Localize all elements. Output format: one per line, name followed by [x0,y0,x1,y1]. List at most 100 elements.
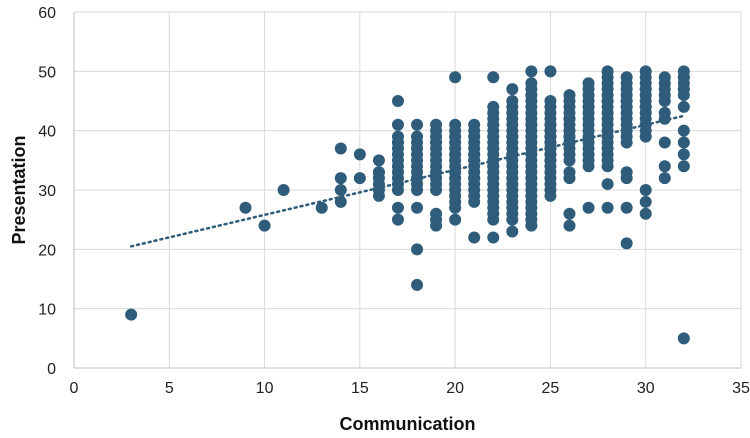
data-point [658,172,671,185]
data-point [639,195,652,208]
data-point [677,124,690,137]
x-axis-title: Communication [339,414,475,434]
data-point [449,201,462,214]
x-tick-label: 0 [70,380,79,397]
data-point [658,95,671,107]
x-tick-labels: 0 5 10 15 20 25 30 35 [70,380,750,397]
data-point [430,136,443,149]
data-point [601,95,614,107]
data-point [601,201,614,214]
data-point [639,83,652,96]
trendline [129,114,686,248]
y-tick-label: 20 [38,242,56,259]
y-axis-title: Presentation [9,135,29,244]
data-point [677,71,690,84]
data-point [506,100,519,113]
data-point [449,213,462,226]
data-point [372,154,385,167]
data-point [506,225,519,238]
data-point [639,130,652,143]
data-point [430,184,443,196]
data-point [277,184,290,196]
data-point [449,130,462,143]
data-point [334,184,347,196]
data-point [411,184,424,196]
y-tick-label: 40 [38,124,56,141]
data-point [449,142,462,155]
data-point [544,130,557,143]
data-point [563,154,576,167]
data-point [639,207,652,220]
x-tick-label: 30 [637,380,655,397]
y-tick-label: 30 [38,183,56,200]
data-point [582,160,595,173]
data-point [658,136,671,149]
data-point [391,201,404,214]
data-point [468,130,481,143]
data-point [468,195,481,208]
data-point [620,237,633,250]
data-point [506,83,519,96]
data-point [391,184,404,196]
data-point [391,213,404,226]
data-point [487,231,500,244]
data-point [372,166,385,179]
x-tick-label: 35 [732,380,750,397]
data-point [658,160,671,173]
data-point [525,118,538,131]
data-point [677,136,690,149]
data-point [639,184,652,196]
data-point [334,172,347,185]
data-point [677,332,690,345]
y-tick-label: 60 [38,5,56,22]
data-point [544,154,557,167]
y-tick-label: 0 [47,361,56,378]
data-point [658,112,671,125]
data-point [487,160,500,173]
data-point [677,148,690,161]
data-point [353,148,366,161]
data-point [563,172,576,185]
data-point [391,95,404,107]
data-point [487,71,500,84]
data-point [563,136,576,149]
data-point [125,308,138,321]
x-tick-label: 25 [542,380,560,397]
y-tick-labels: 0 10 20 30 40 50 60 [38,5,56,378]
data-point [449,71,462,84]
data-point [334,142,347,155]
y-tick-label: 10 [38,302,56,319]
data-point [468,154,481,167]
data-point [582,201,595,214]
data-point [411,118,424,131]
data-point [506,213,519,226]
data-point [620,136,633,149]
data-point [315,201,328,214]
data-point [563,207,576,220]
data-point [677,100,690,113]
trendline-layer [129,114,686,248]
data-point [601,160,614,173]
data-point [468,172,481,185]
data-point [563,219,576,232]
data-point [411,201,424,214]
data-point [506,148,519,161]
x-tick-label: 15 [351,380,369,397]
data-point [677,83,690,96]
x-tick-label: 10 [256,380,274,397]
data-point [544,189,557,202]
axes [73,12,741,369]
data-point [487,142,500,155]
data-point [411,243,424,256]
data-point [372,189,385,202]
data-point [391,136,404,149]
data-point [525,219,538,232]
data-point [239,201,252,214]
data-point [487,213,500,226]
data-point [563,124,576,137]
data-point [639,100,652,113]
data-point [620,172,633,185]
data-point [563,112,576,125]
data-point [525,65,538,78]
